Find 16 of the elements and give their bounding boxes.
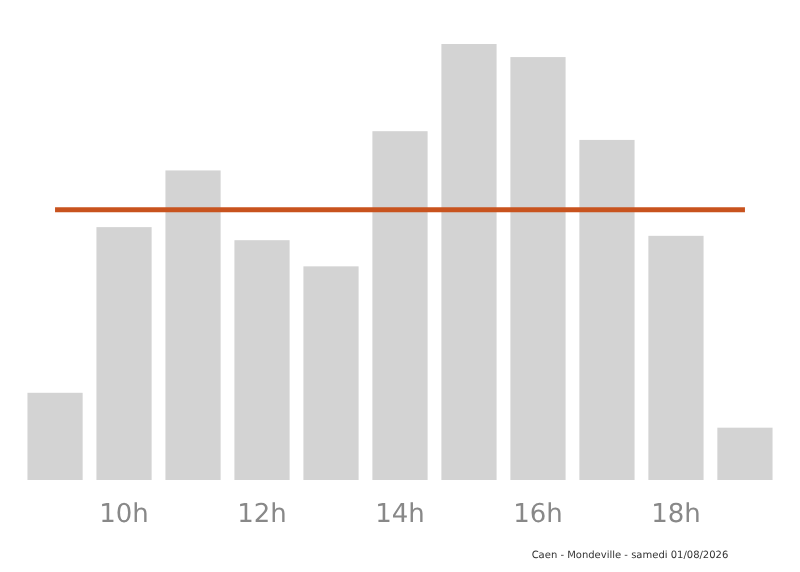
bar: [372, 131, 428, 480]
x-tick-label: 18h: [651, 500, 701, 530]
bar: [579, 139, 635, 480]
x-tick-label: 14h: [375, 500, 425, 530]
bar: [441, 44, 497, 480]
bar: [648, 235, 704, 480]
x-tick-label: 10h: [99, 500, 149, 530]
x-tick-label: 16h: [513, 500, 563, 530]
bar: [717, 427, 773, 480]
bar: [234, 240, 290, 480]
bar: [510, 57, 566, 480]
x-tick-label: 12h: [237, 500, 287, 530]
bar: [303, 266, 359, 480]
bar: [27, 392, 83, 480]
bar: [96, 227, 152, 480]
bar: [165, 170, 221, 480]
